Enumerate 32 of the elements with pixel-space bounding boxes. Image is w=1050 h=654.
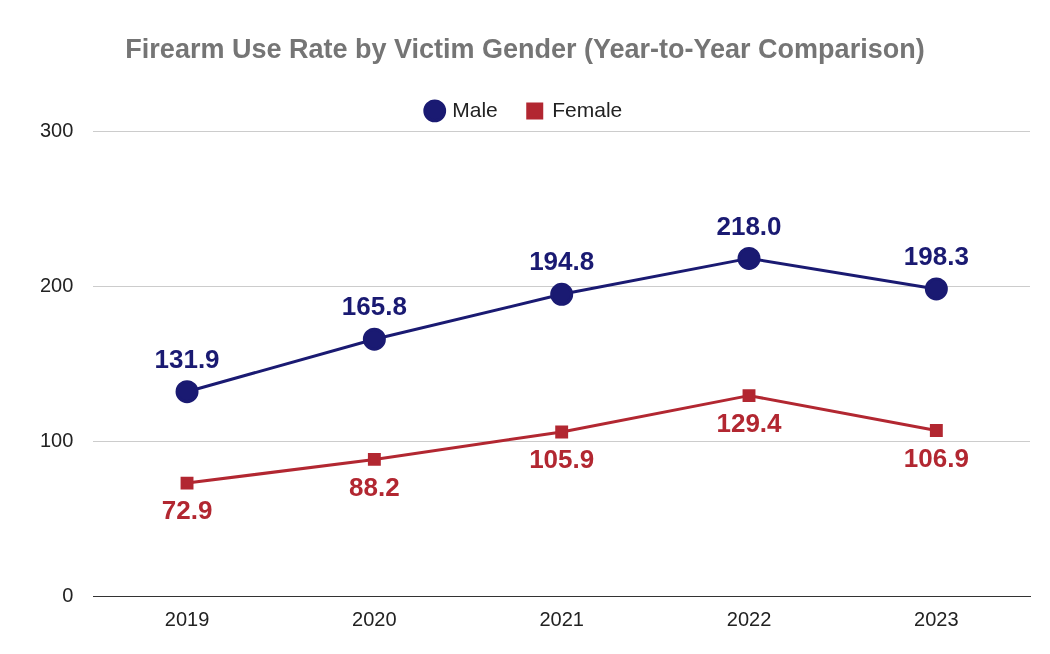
point: [362, 327, 386, 351]
x-tick-label: 2019: [164, 607, 210, 630]
data-label: 131.9: [154, 343, 220, 374]
data-label: 194.8: [529, 246, 595, 277]
y-tick-label: 200: [39, 273, 74, 296]
point: [737, 246, 761, 270]
data-label: 88.2: [349, 471, 400, 502]
x-tick-label: 2023: [914, 607, 959, 630]
point: [175, 380, 199, 404]
point: [929, 424, 943, 437]
data-label: 106.9: [903, 442, 969, 473]
point: [924, 277, 948, 301]
point: [180, 476, 194, 490]
point: [367, 452, 381, 466]
data-label: 198.3: [903, 241, 969, 272]
y-tick-label: 300: [39, 118, 74, 141]
point: [742, 389, 756, 403]
chart-title: Firearm Use Rate by Victim Gender (Year-to-Year Comparison): [125, 33, 925, 64]
point: [555, 425, 569, 439]
data-label: 129.4: [716, 407, 783, 438]
data-label: 105.9: [529, 444, 595, 475]
point: [550, 282, 574, 306]
data-label: 72.9: [161, 495, 213, 526]
x-tick-label: 2020: [352, 607, 397, 630]
y-tick-label: 0: [62, 583, 74, 606]
data-label: 165.8: [341, 291, 407, 322]
x-tick-label: 2021: [539, 607, 584, 630]
legend-label: Female: [552, 97, 623, 121]
data-label: 218.0: [716, 210, 782, 241]
y-tick-label: 100: [39, 428, 74, 451]
legend-label: Male: [452, 97, 498, 121]
x-tick-label: 2022: [726, 607, 772, 630]
